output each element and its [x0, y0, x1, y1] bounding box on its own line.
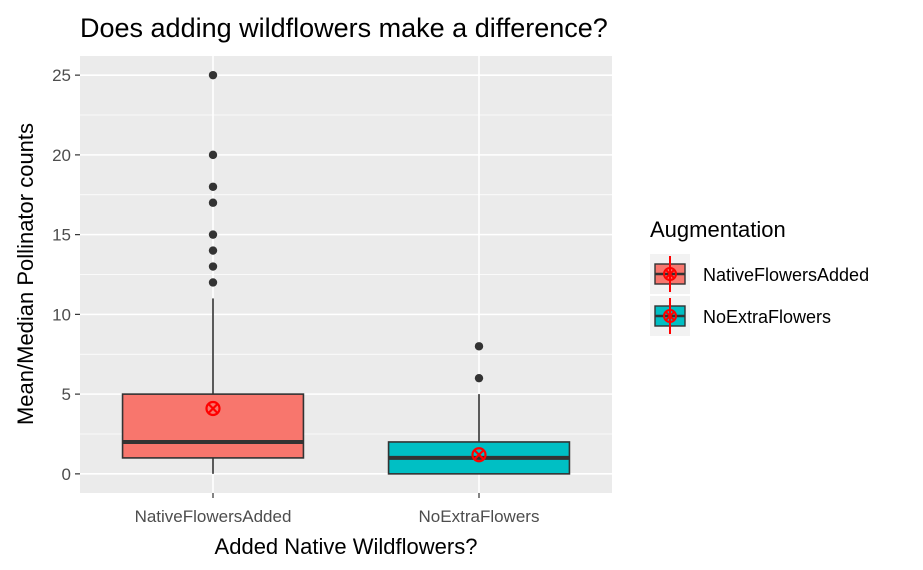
outlier-point: [208, 150, 218, 160]
y-tick-label: 5: [62, 385, 71, 404]
x-tick-label: NativeFlowersAdded: [135, 507, 292, 526]
grid-lines: [80, 56, 612, 493]
x-axis-title: Added Native Wildflowers?: [215, 534, 478, 559]
outlier-point: [208, 230, 218, 239]
y-tick-label: 10: [52, 305, 71, 324]
outlier-point: [474, 342, 484, 351]
mean-marker-cross: [473, 449, 485, 461]
box-NativeFlowersAdded: [121, 70, 305, 474]
legend: Augmentation NativeFlowersAdded NoExtraFl…: [650, 217, 869, 336]
mean-marker-circle: [663, 309, 677, 323]
boxes-layer: [121, 70, 571, 475]
mean-marker-circle: [205, 400, 221, 417]
y-tick-label: 15: [52, 226, 71, 245]
outlier-point: [208, 182, 218, 191]
y-tick-label: 20: [52, 146, 71, 165]
outlier-point: [208, 70, 218, 80]
chart-title: Does adding wildflowers make a differenc…: [80, 13, 608, 43]
mean-marker: [205, 400, 221, 417]
outlier-point: [474, 373, 484, 383]
outlier-point: [208, 278, 218, 287]
mean-marker: [471, 447, 487, 463]
mean-marker-cross: [664, 268, 676, 280]
legend-title: Augmentation: [650, 217, 786, 242]
x-axis: NativeFlowersAdded NoExtraFlowers: [135, 493, 540, 526]
mean-marker-cross: [664, 310, 676, 322]
y-tick-label: 0: [62, 465, 71, 484]
legend-label: NativeFlowersAdded: [703, 265, 869, 285]
x-tick-label: NoExtraFlowers: [419, 507, 540, 526]
outlier-point: [208, 262, 218, 271]
mean-marker-circle: [471, 447, 487, 463]
mean-marker: [663, 309, 677, 323]
mean-marker-cross: [207, 402, 219, 415]
y-axis-title: Mean/Median Pollinator counts: [13, 123, 38, 425]
y-tick-label: 25: [52, 66, 71, 85]
outlier-point: [208, 198, 218, 207]
legend-label: NoExtraFlowers: [703, 307, 831, 327]
legend-key-NoExtraFlowers: [650, 296, 690, 336]
mean-marker-circle: [663, 267, 677, 281]
box-NoExtraFlowers: [387, 342, 571, 475]
legend-key-NativeFlowersAdded: [650, 254, 690, 294]
y-axis: 0 5 10 15 20 25: [52, 66, 80, 484]
box-body: [121, 393, 305, 459]
mean-marker: [663, 267, 677, 281]
outlier-point: [208, 246, 218, 255]
